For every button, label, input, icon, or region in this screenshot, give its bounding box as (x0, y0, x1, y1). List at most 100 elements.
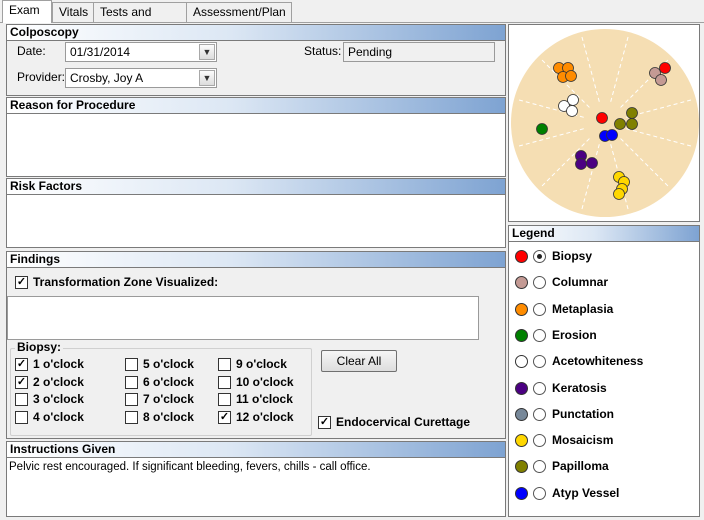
clock-ray (516, 128, 584, 148)
tz-textarea[interactable] (7, 296, 479, 340)
marker-papilloma (626, 118, 638, 130)
clock-9-checkbox[interactable] (218, 358, 231, 371)
legend-header: Legend (509, 226, 699, 242)
endocervical-curettage-label: Endocervical Curettage (336, 415, 471, 429)
clock-10-checkbox[interactable] (218, 376, 231, 389)
legend-label: Columnar (552, 275, 609, 290)
radio-button[interactable] (533, 355, 546, 369)
radio-button[interactable] (533, 434, 546, 448)
clock-12-label: 12 o'clock (236, 410, 294, 424)
legend-label: Erosion (552, 327, 597, 342)
radio-button[interactable] (533, 460, 546, 474)
tab-tests-and-labs[interactable]: Tests and Labs (93, 2, 187, 38)
color-swatch-icon (515, 434, 528, 448)
finding-markers (536, 62, 671, 200)
endocervical-curettage-checkbox[interactable]: ✓ (318, 416, 331, 429)
tab-vitals[interactable]: Vitals (52, 2, 94, 22)
clock-6-label: 6 o'clock (143, 375, 194, 389)
findings-header: Findings (7, 252, 505, 268)
cervix-diagram-panel (508, 24, 700, 222)
risk-factors-textarea[interactable] (7, 195, 505, 247)
tab-exam[interactable]: Exam (2, 0, 52, 23)
marker-keratosis (586, 157, 598, 169)
instructions-panel: Instructions Given Pelvic rest encourage… (6, 441, 506, 517)
reason-panel: Reason for Procedure (6, 97, 506, 177)
legend-item-papilloma[interactable]: Papilloma (515, 457, 693, 477)
clock-1-checkbox[interactable]: ✓ (15, 358, 28, 371)
marker-keratosis (575, 158, 587, 170)
color-swatch-icon (515, 407, 528, 421)
legend-item-biopsy[interactable]: Biopsy (515, 247, 693, 267)
provider-field[interactable]: Crosby, Joy A ▼ (65, 68, 217, 88)
clock-2-checkbox[interactable]: ✓ (15, 376, 28, 389)
clock-7-checkbox[interactable] (125, 393, 138, 406)
tz-visualized-label: Transformation Zone Visualized: (33, 275, 219, 289)
legend-item-atyp-vessel[interactable]: Atyp Vessel (515, 484, 693, 504)
clear-all-button[interactable]: Clear All (321, 350, 397, 372)
clock-8-checkbox[interactable] (125, 411, 138, 424)
date-label: Date: (17, 44, 46, 58)
color-swatch-icon (515, 276, 528, 290)
legend-item-mosaicism[interactable]: Mosaicism (515, 431, 693, 451)
legend-item-columnar[interactable]: Columnar (515, 273, 693, 293)
legend-item-punctation[interactable]: Punctation (515, 405, 693, 425)
clock-1-label: 1 o'clock (33, 357, 84, 371)
legend-label: Mosaicism (552, 433, 614, 448)
clock-ray (580, 144, 600, 212)
marker-erosion (536, 123, 548, 135)
risk-factors-header: Risk Factors (7, 179, 505, 195)
legend-label: Punctation (552, 406, 614, 421)
clock-2-label: 2 o'clock (33, 375, 84, 389)
reason-textarea[interactable] (7, 114, 505, 176)
radio-button[interactable] (533, 302, 546, 316)
cervix-diagram[interactable] (509, 25, 699, 221)
clock-7-label: 7 o'clock (143, 392, 194, 406)
reason-header: Reason for Procedure (7, 98, 505, 114)
tab-assessment-plan[interactable]: Assessment/Plan (186, 2, 292, 22)
clock-6-checkbox[interactable] (125, 376, 138, 389)
color-swatch-icon (515, 486, 528, 500)
legend-label: Acetowhiteness (552, 354, 644, 369)
clock-3-checkbox[interactable] (15, 393, 28, 406)
date-value: 01/31/2014 (70, 45, 131, 59)
legend-item-erosion[interactable]: Erosion (515, 326, 693, 346)
radio-selected-dot (537, 254, 542, 259)
radio-button[interactable] (533, 407, 546, 421)
marker-papilloma (626, 107, 638, 119)
radio-button[interactable] (533, 486, 546, 500)
instructions-textarea[interactable]: Pelvic rest encouraged. If significant b… (7, 458, 505, 516)
legend-item-metaplasia[interactable]: Metaplasia (515, 300, 693, 320)
legend-label: Papilloma (552, 459, 609, 474)
clock-12-checkbox[interactable]: ✓ (218, 411, 231, 424)
colposcopy-header: Colposcopy (7, 25, 505, 41)
clock-ray (516, 98, 584, 118)
clock-5-checkbox[interactable] (125, 358, 138, 371)
chevron-down-icon[interactable]: ▼ (199, 70, 215, 86)
marker-biopsy (596, 112, 608, 124)
clock-11-label: 11 o'clock (236, 392, 293, 406)
legend-label: Biopsy (552, 249, 593, 263)
legend-label: Metaplasia (552, 301, 614, 316)
tab-divider (0, 22, 704, 23)
risk-factors-panel: Risk Factors (6, 178, 506, 248)
radio-button[interactable] (533, 250, 546, 263)
status-field: Pending (343, 42, 495, 62)
colposcopy-panel: Colposcopy Date: 01/31/2014 ▼ Provider: … (6, 24, 506, 96)
clock-4-label: 4 o'clock (33, 410, 84, 424)
clock-11-checkbox[interactable] (218, 393, 231, 406)
radio-button[interactable] (533, 276, 546, 290)
radio-button[interactable] (533, 381, 546, 395)
legend-item-keratosis[interactable]: Keratosis (515, 379, 693, 399)
clock-ray (580, 34, 600, 102)
legend-item-acetowhiteness[interactable]: Acetowhiteness (515, 352, 693, 372)
clock-ray (610, 34, 630, 102)
clock-3-label: 3 o'clock (33, 392, 84, 406)
clock-9-label: 9 o'clock (236, 357, 287, 371)
biopsy-group-label: Biopsy: (15, 340, 64, 354)
chevron-down-icon[interactable]: ▼ (199, 44, 215, 60)
radio-button[interactable] (533, 328, 546, 342)
tz-visualized-checkbox[interactable]: ✓ (15, 276, 28, 289)
clock-8-label: 8 o'clock (143, 410, 194, 424)
clock-4-checkbox[interactable] (15, 411, 28, 424)
date-field[interactable]: 01/31/2014 ▼ (65, 42, 217, 62)
